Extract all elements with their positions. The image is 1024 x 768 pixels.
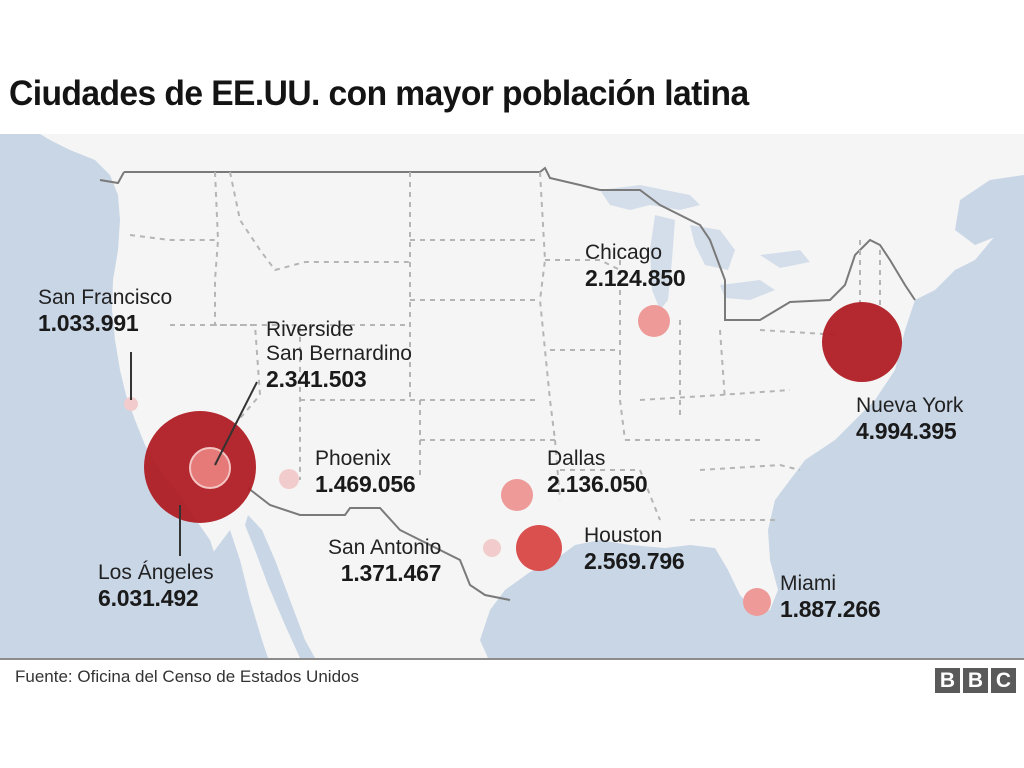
great-lakes [600,185,810,310]
circle-phoenix[interactable] [279,469,299,489]
canada-border [124,166,916,321]
city-value: 6.031.492 [98,585,199,612]
label-los-angeles: Los Ángeles 6.031.492 [98,561,214,612]
city-value: 2.341.503 [266,366,367,393]
label-san-francisco: San Francisco 1.033.991 [38,286,172,337]
city-value: 2.136.050 [547,471,648,498]
circle-nueva-york[interactable] [822,302,902,382]
pacific-west-mexico [200,530,268,658]
gulf-of-california [245,515,315,658]
label-chicago: Chicago 2.124.850 [585,241,686,292]
city-name-line1: Riverside [266,318,354,341]
bbc-logo-letter: B [935,668,960,693]
state-borders [129,171,881,521]
circle-chicago[interactable] [638,305,670,337]
circle-houston[interactable] [516,525,562,571]
bbc-logo-letter: B [963,668,988,693]
label-phoenix: Phoenix 1.469.056 [315,447,416,498]
bbc-logo: B B C [935,668,1016,693]
label-san-antonio: San Antonio 1.371.467 [328,536,441,587]
city-name: Miami [780,572,836,595]
bbc-logo-letter: C [991,668,1016,693]
city-name: San Francisco [38,286,173,309]
us-map: San Francisco 1.033.991 Riverside San Be… [0,134,1024,658]
circle-miami[interactable] [743,588,771,616]
city-value: 4.994.395 [856,418,957,445]
city-value: 2.569.796 [584,548,685,575]
city-name: Dallas [547,447,606,470]
city-value: 1.371.467 [340,560,442,587]
city-name: Chicago [585,241,663,264]
city-value: 2.124.850 [585,265,686,292]
city-value: 1.469.056 [315,471,416,498]
city-name: Houston [584,524,663,547]
city-name: Phoenix [315,447,391,470]
canada-border-west [99,171,125,185]
city-name: Los Ángeles [98,561,214,584]
atlantic-northeast [955,175,1024,245]
label-nueva-york: Nueva York 4.994.395 [856,394,963,445]
page-title: Ciudades de EE.UU. con mayor población l… [9,74,749,113]
mexico-border [247,487,511,601]
label-houston: Houston 2.569.796 [584,524,685,575]
city-circles [124,302,902,616]
label-dallas: Dallas 2.136.050 [547,447,648,498]
city-name: Nueva York [856,394,964,417]
label-miami: Miami 1.887.266 [780,572,881,623]
city-value: 1.887.266 [780,596,881,623]
city-value: 1.033.991 [38,310,139,337]
label-riverside: Riverside San Bernardino 2.341.503 [266,318,412,393]
circle-dallas[interactable] [501,479,533,511]
city-name: San Antonio [328,536,442,559]
map-graphic [40,134,1024,658]
leader-lines [130,352,258,556]
source-note: Fuente: Oficina del Censo de Estados Uni… [15,667,359,686]
footer: Fuente: Oficina del Censo de Estados Uni… [0,658,1024,702]
circle-san-antonio[interactable] [483,539,501,557]
circle-riverside[interactable] [189,447,231,489]
circle-san-francisco[interactable] [124,397,138,411]
city-name-line2: San Bernardino [266,342,412,366]
